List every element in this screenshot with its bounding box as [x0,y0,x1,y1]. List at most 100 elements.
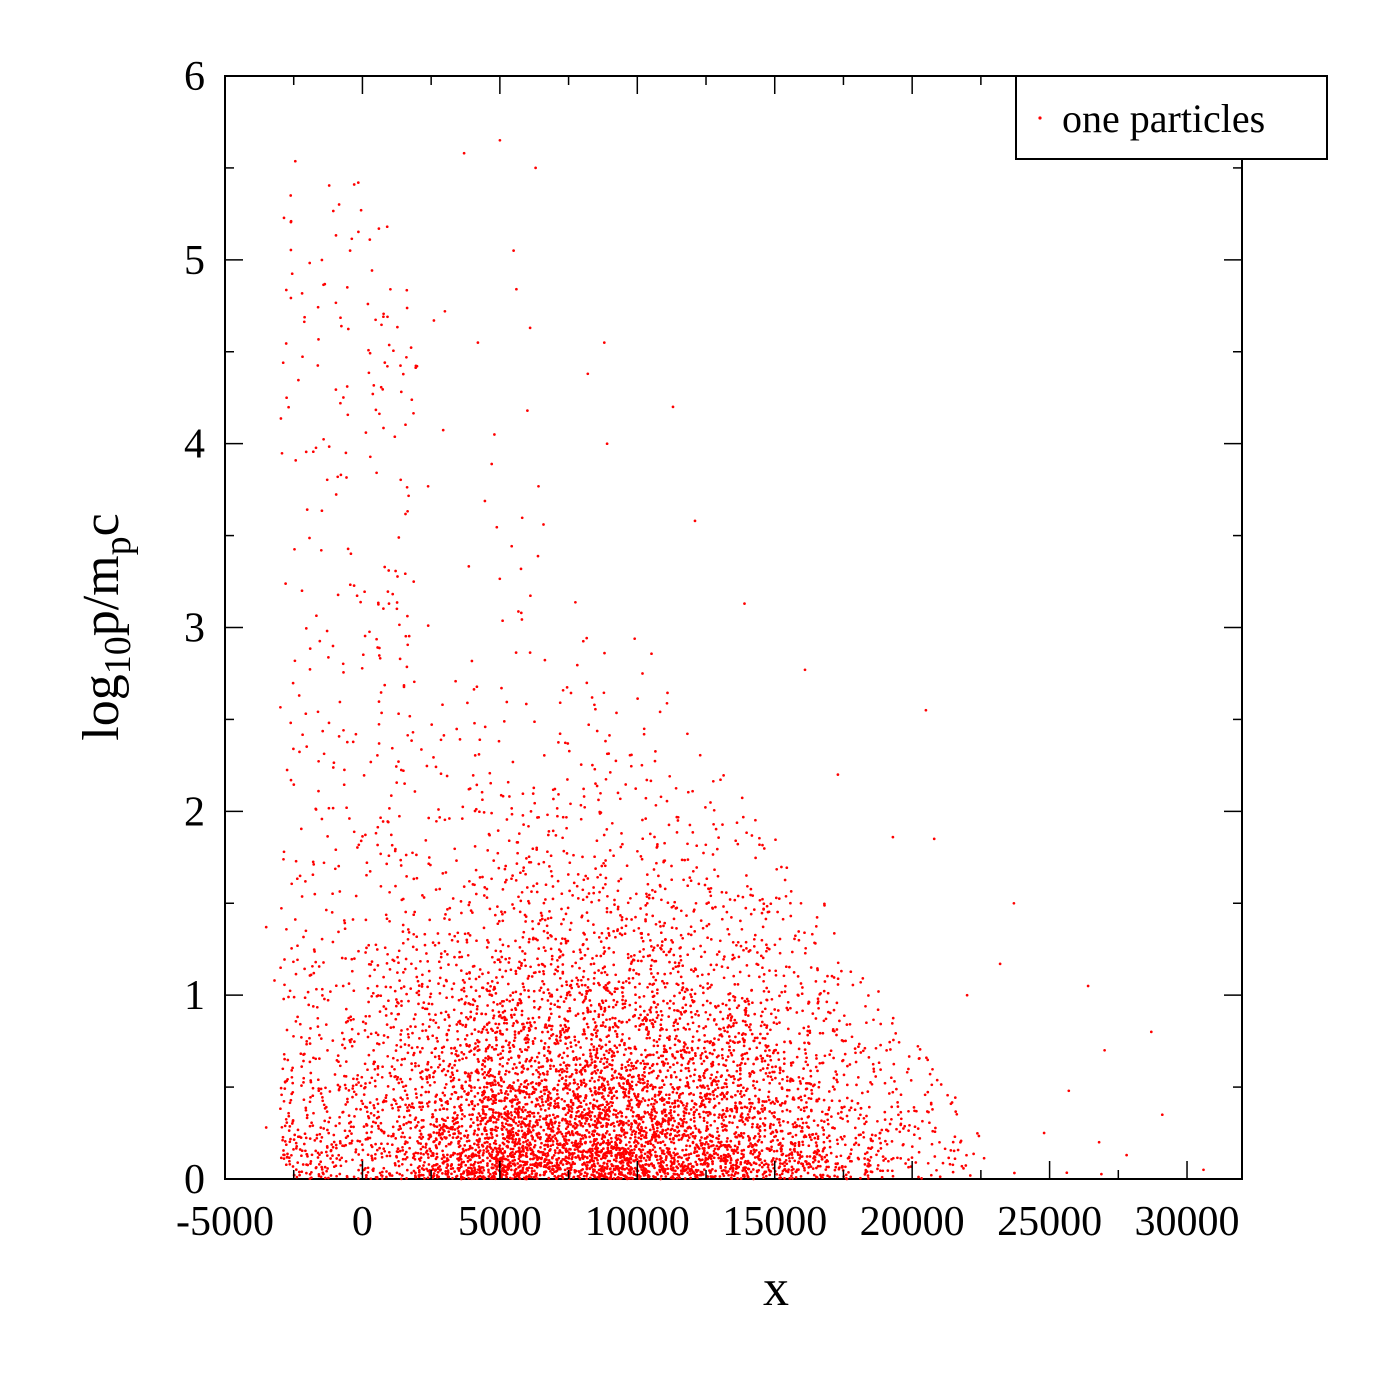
scatter-point [288,1140,292,1144]
scatter-point [520,1071,524,1074]
scatter-point [741,1032,745,1035]
scatter-point [485,896,489,899]
scatter-point [400,1058,404,1061]
scatter-point [652,1102,656,1106]
scatter-point [413,790,417,793]
scatter-point [441,1091,445,1095]
scatter-point [501,912,504,916]
scatter-point [504,1122,508,1126]
scatter-point [613,1016,617,1020]
scatter-point [542,1046,546,1049]
scatter-point [743,1105,747,1109]
scatter-point [675,1091,679,1095]
scatter-point [834,1070,838,1073]
scatter-point [604,1043,608,1047]
scatter-point [537,1156,541,1159]
scatter-point [483,725,487,729]
scatter-point [496,1003,499,1006]
scatter-point [774,1065,778,1068]
scatter-point [879,1068,882,1071]
scatter-point [309,1071,313,1075]
scatter-point [695,1009,699,1013]
scatter-point [427,862,431,866]
scatter-point [803,1041,806,1045]
scatter-point [729,1139,733,1143]
scatter-point [643,1048,647,1052]
scatter-point [594,1092,598,1096]
scatter-point [351,1087,355,1090]
scatter-point [509,994,512,997]
scatter-point [636,1126,640,1129]
scatter-point [417,1169,421,1172]
scatter-point [748,1097,751,1101]
scatter-point [692,970,696,973]
scatter-point [713,1119,717,1123]
scatter-point [756,1123,759,1126]
scatter-point [618,1043,622,1047]
scatter-point [382,1034,386,1037]
scatter-point [309,1095,312,1099]
scatter-point [666,1002,669,1005]
scatter-point [838,1099,841,1103]
scatter-point [679,1100,683,1103]
scatter-point [347,1016,351,1020]
scatter-point [486,1055,490,1058]
scatter-point [744,1033,747,1036]
scatter-point [662,1062,665,1066]
scatter-point [629,962,633,965]
scatter-point [578,1133,582,1136]
scatter-point [443,1094,447,1097]
scatter-point [758,836,761,840]
scatter-point [935,1078,939,1082]
scatter-point [491,1150,494,1154]
scatter-point [614,935,617,939]
scatter-point [646,1103,650,1107]
scatter-point [501,1004,504,1008]
scatter-point [550,935,553,938]
scatter-point [845,1083,849,1087]
scatter-point [481,1063,484,1067]
scatter-point [598,1164,602,1168]
scatter-point [561,1067,564,1071]
scatter-point [735,943,738,947]
scatter-point [633,953,636,957]
scatter-point [673,1099,677,1103]
scatter-point [421,1135,425,1139]
scatter-point [509,1056,513,1060]
scatter-point [531,1128,535,1132]
scatter-point [659,1054,663,1058]
scatter-point [431,1113,434,1116]
scatter-point [498,960,502,964]
scatter-point [573,1121,577,1125]
scatter-point [546,999,550,1002]
scatter-point [597,898,601,902]
scatter-point [586,947,590,951]
scatter-point [714,827,718,831]
scatter-point [636,849,639,853]
scatter-point [731,1024,735,1028]
scatter-point [460,1095,463,1099]
scatter-point [590,900,593,904]
scatter-point [820,1110,824,1114]
scatter-point [786,1000,790,1004]
scatter-point [285,1028,289,1032]
scatter-point [546,917,550,920]
scatter-point [616,1111,620,1115]
scatter-point [496,922,500,926]
scatter-point [744,1089,748,1093]
scatter-point [508,1123,512,1127]
scatter-point [840,1110,843,1114]
scatter-point [585,1022,589,1026]
scatter-point [805,1121,808,1125]
scatter-point [412,680,416,684]
scatter-point [790,1153,794,1156]
scatter-point [857,1117,861,1120]
scatter-point [641,1019,645,1022]
scatter-point [640,763,644,767]
scatter-point [638,996,641,999]
scatter-point [641,1059,645,1063]
scatter-point [697,882,701,886]
scatter-point [412,1053,415,1057]
scatter-point [338,1115,341,1119]
scatter-point [722,957,725,961]
